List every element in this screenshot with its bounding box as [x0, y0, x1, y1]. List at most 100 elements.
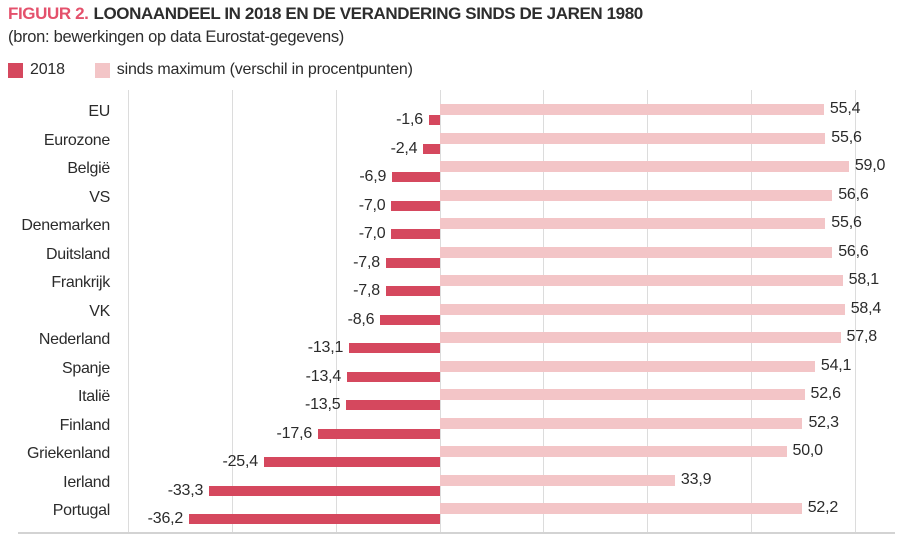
gridline-60 [855, 90, 857, 532]
level-value-label: 59,0 [854, 157, 886, 174]
level-value-label: 57,8 [846, 328, 878, 345]
chart-row: Finland -17,6 52,3 [0, 409, 900, 441]
country-label: Frankrijk [51, 274, 110, 291]
country-label: VK [89, 302, 110, 320]
level-value-label: 55,6 [831, 128, 862, 146]
level-bar [440, 218, 826, 229]
country-label: Finland [59, 416, 111, 434]
level-value-label: 58,1 [848, 271, 880, 288]
change-bar [391, 229, 440, 239]
change-value-label: -8,6 [347, 310, 375, 328]
legend-swatch-2018 [8, 62, 23, 78]
change-bar [349, 343, 440, 353]
change-value-label: -7,8 [353, 282, 380, 299]
chart-row: Portugal -36,2 52,2 [0, 494, 900, 527]
level-bar [440, 189, 833, 201]
level-bar [440, 161, 849, 172]
change-value-label: -6,9 [359, 168, 387, 185]
figure-source: (bron: bewerkingen op data Eurostat-gege… [8, 28, 344, 46]
change-bar [385, 257, 440, 268]
level-bar [440, 332, 841, 343]
country-label: Denemarken [21, 217, 110, 234]
chart-row: Griekenland -25,4 50,0 [0, 437, 900, 470]
change-value-label: -13,1 [307, 339, 344, 356]
country-label: Eurozone [43, 131, 110, 149]
level-bar [440, 275, 843, 286]
legend-item-2018: 2018 [8, 61, 65, 79]
change-value-label: -2,4 [390, 139, 418, 157]
level-bar [440, 503, 802, 514]
change-value-label: -1,6 [396, 111, 423, 128]
level-bar [440, 104, 824, 115]
chart-row: Frankrijk -7,8 58,1 [0, 266, 900, 299]
change-bar [189, 514, 440, 524]
change-bar [385, 286, 440, 296]
level-bar [440, 389, 805, 400]
change-value-label: -33,3 [167, 481, 204, 499]
country-label: Nederland [38, 331, 110, 348]
country-label: Ierland [63, 473, 110, 491]
level-value-label: 55,4 [829, 100, 861, 117]
country-label: Portugal [52, 502, 111, 519]
country-label: EU [88, 103, 110, 120]
level-value-label: 56,6 [838, 185, 869, 203]
country-label: Griekenland [27, 445, 110, 462]
level-bar [440, 246, 833, 258]
level-bar [440, 303, 845, 315]
country-label: Italië [78, 388, 110, 405]
change-bar [391, 200, 440, 211]
change-value-label: -7,0 [358, 196, 386, 214]
legend-swatch-sinds-maximum [94, 62, 110, 78]
chart-row: VK -8,6 58,4 [0, 295, 900, 327]
change-bar [346, 400, 440, 410]
chart-row: België -6,9 59,0 [0, 152, 900, 185]
legend-item-sinds-maximum: sinds maximum (verschil in procentpunten… [94, 61, 413, 79]
country-label: Spanje [61, 359, 110, 377]
level-value-label: 54,1 [820, 356, 852, 374]
country-label: Duitsland [45, 245, 110, 263]
chart-row: Eurozone -2,4 55,6 [0, 124, 900, 156]
level-bar [440, 132, 826, 144]
level-value-label: 52,3 [808, 413, 839, 431]
x-axis-line [18, 532, 895, 534]
change-bar [428, 115, 440, 125]
chart-row: Duitsland -7,8 56,6 [0, 238, 900, 270]
change-value-label: -17,6 [276, 424, 313, 442]
level-value-label: 52,6 [810, 385, 842, 402]
country-label: VS [89, 188, 110, 206]
level-bar [440, 360, 815, 372]
figure-number: FIGUUR 2. [8, 4, 89, 23]
country-label: België [67, 160, 110, 177]
legend-label-sinds-maximum: sinds maximum (verschil in procentpunten… [116, 61, 413, 78]
level-value-label: 58,4 [850, 299, 882, 317]
change-bar [423, 143, 440, 154]
figure-title-text: LOONAANDEEL IN 2018 EN DE VERANDERING SI… [93, 4, 643, 23]
level-value-label: 56,6 [838, 242, 869, 260]
level-bar [440, 417, 803, 429]
change-value-label: -13,4 [305, 367, 342, 385]
change-bar [347, 371, 440, 382]
change-value-label: -25,4 [222, 453, 258, 470]
page-title: FIGUUR 2. LOONAANDEEL IN 2018 EN DE VERAN… [8, 4, 643, 24]
change-bar [380, 314, 440, 325]
chart-row: EU -1,6 55,4 [0, 95, 900, 128]
chart-row: Nederland -13,1 57,8 [0, 323, 900, 356]
chart-row: Italië -13,5 52,6 [0, 380, 900, 413]
chart-row: VS -7,0 56,6 [0, 181, 900, 213]
change-bar [392, 172, 440, 182]
legend: 2018 sinds maximum (verschil in procentp… [8, 61, 413, 79]
level-value-label: 50,0 [792, 442, 824, 459]
change-bar [209, 485, 440, 496]
change-value-label: -36,2 [147, 510, 184, 527]
change-value-label: -13,5 [304, 396, 341, 413]
change-value-label: -7,0 [358, 225, 386, 242]
chart-row: Ierland -33,3 33,9 [0, 466, 900, 498]
change-bar [318, 428, 440, 439]
legend-label-2018: 2018 [30, 61, 65, 78]
chart-row: Denemarken -7,0 55,6 [0, 209, 900, 242]
level-value-label: 55,6 [831, 214, 862, 231]
chart-row: Spanje -13,4 54,1 [0, 352, 900, 384]
level-bar [440, 474, 675, 486]
change-value-label: -7,8 [353, 253, 380, 271]
